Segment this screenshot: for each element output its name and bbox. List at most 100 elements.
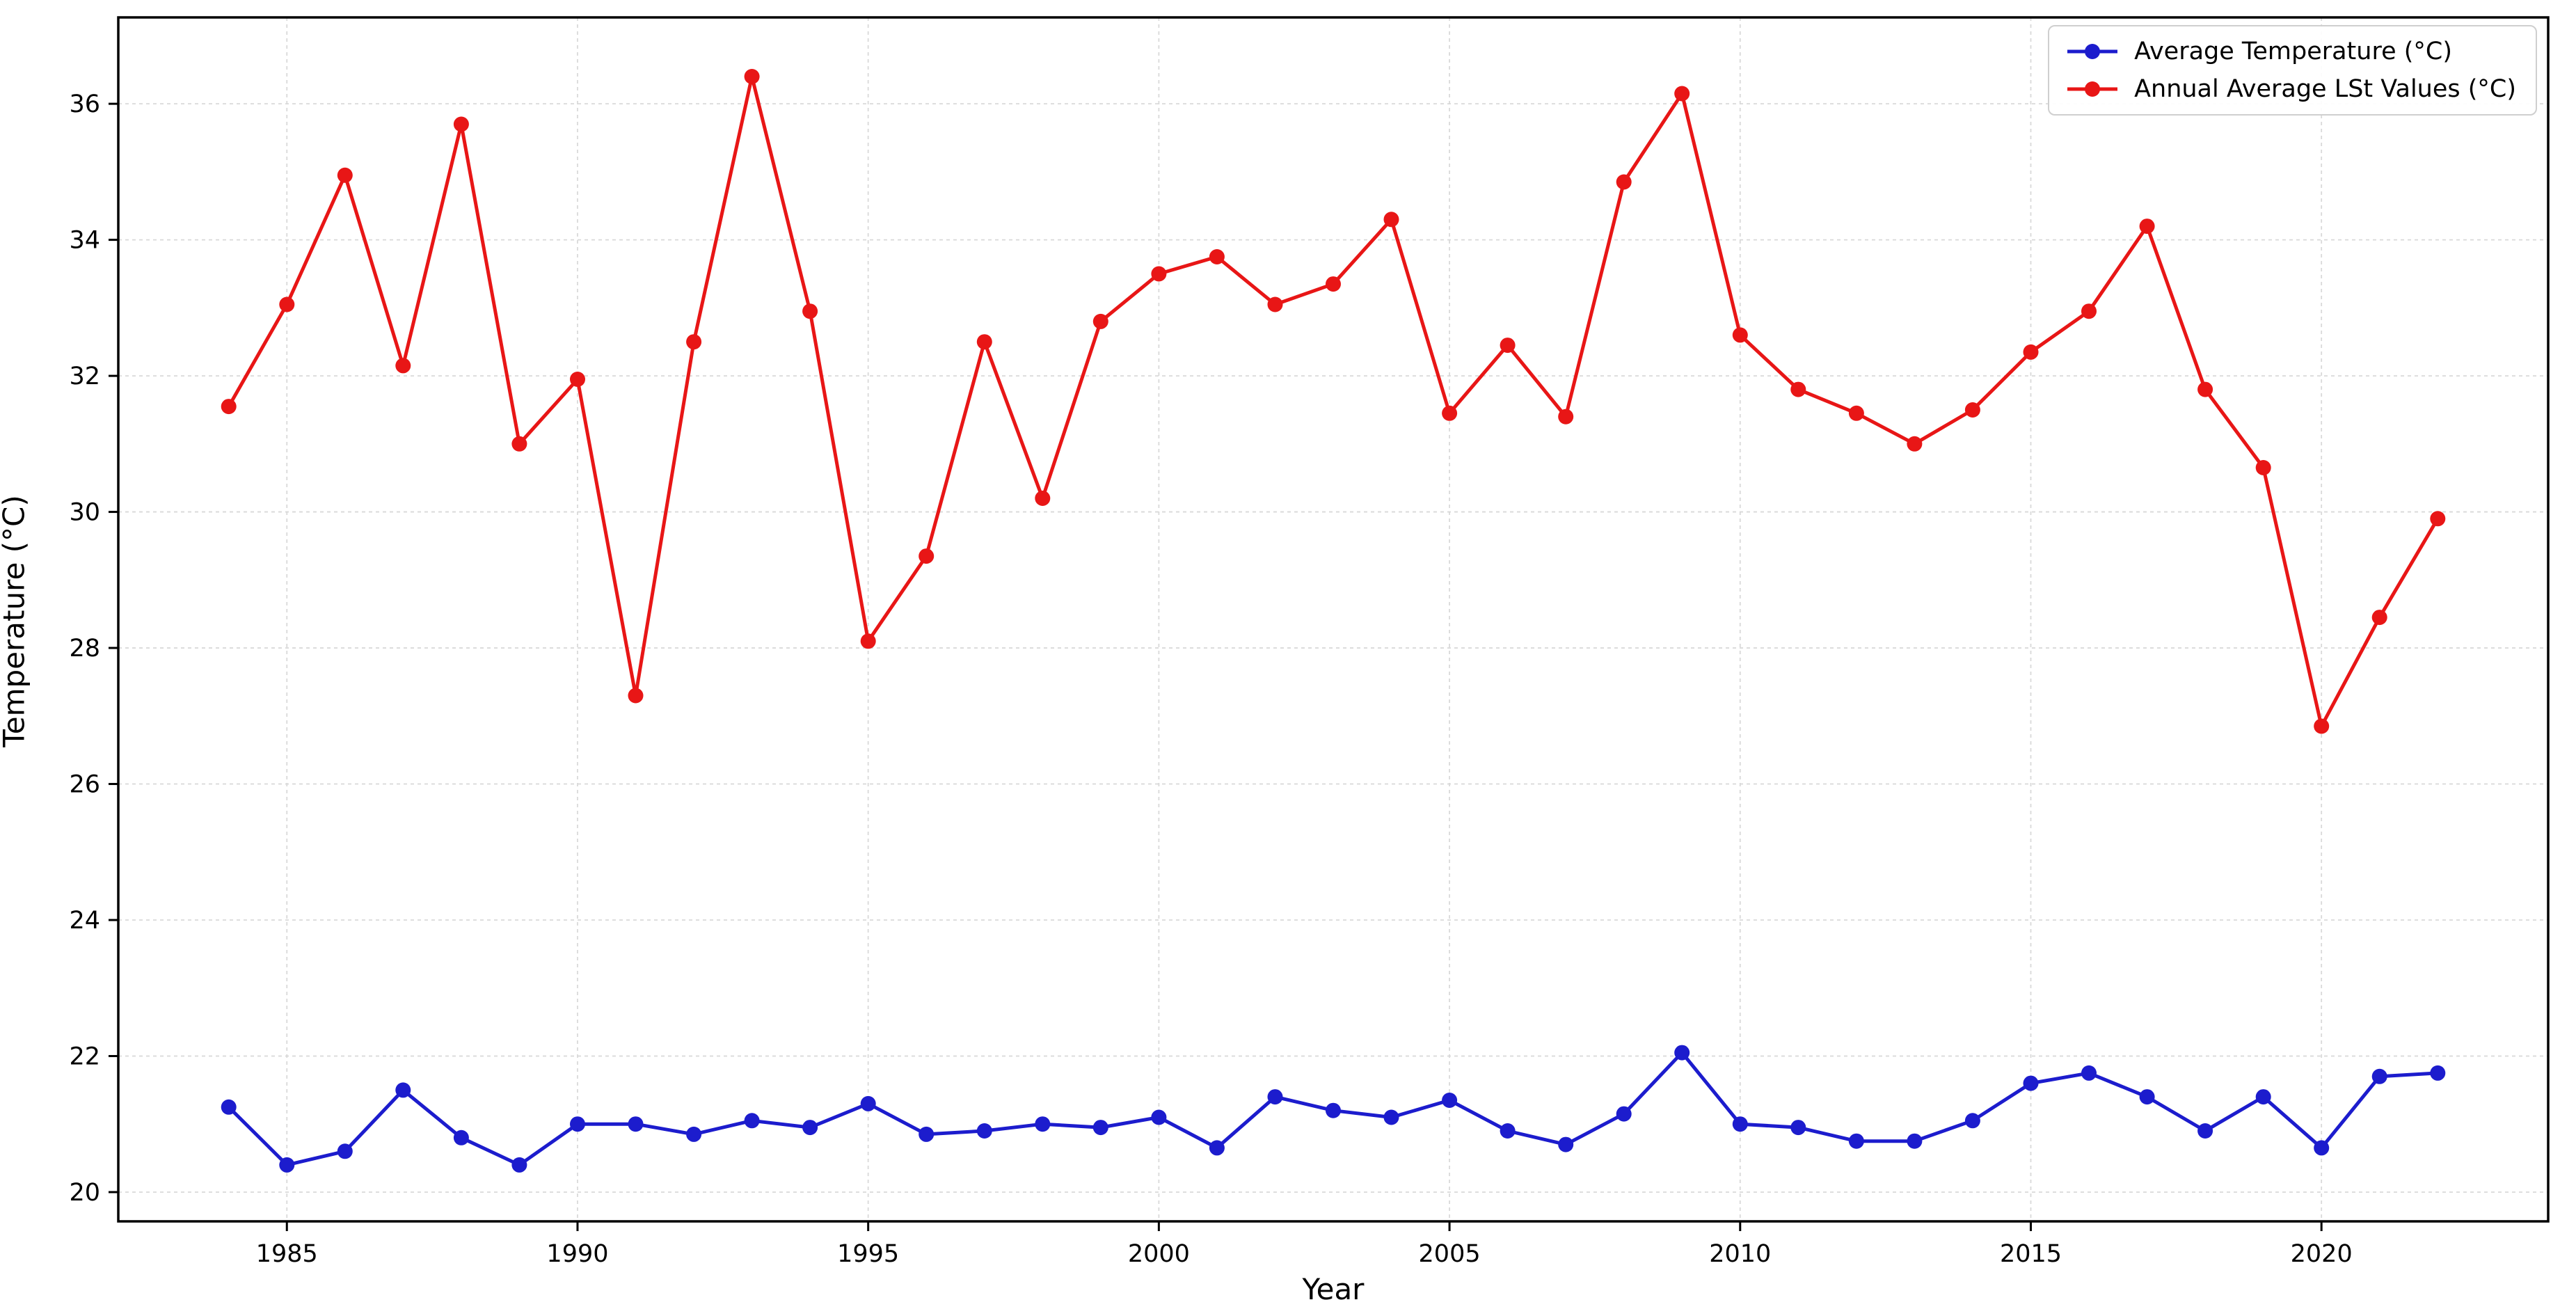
data-point-marker xyxy=(1732,327,1748,343)
y-tick-label: 26 xyxy=(69,771,100,799)
legend-line-marker-icon xyxy=(2067,44,2118,59)
series-line-1 xyxy=(227,74,2440,728)
data-point-marker xyxy=(1848,1133,1864,1149)
data-point-marker xyxy=(1092,1120,1108,1136)
data-point-marker xyxy=(2371,610,2387,626)
data-point-marker xyxy=(1035,491,1051,506)
data-point-marker xyxy=(1383,212,1399,228)
y-tick-label: 30 xyxy=(69,499,100,527)
x-tick-label: 2020 xyxy=(2291,1240,2353,1268)
data-point-marker xyxy=(744,69,760,84)
data-point-marker xyxy=(570,1116,585,1132)
x-tick-label: 2000 xyxy=(1128,1240,1190,1268)
data-point-marker xyxy=(744,1113,760,1129)
legend-entry: Annual Average LSt Values (°C) xyxy=(2065,75,2516,103)
data-point-marker xyxy=(628,688,644,704)
y-tick-label: 22 xyxy=(69,1043,100,1070)
y-tick-label: 24 xyxy=(69,907,100,935)
data-point-marker xyxy=(802,1120,818,1136)
x-tick-label: 1995 xyxy=(837,1240,899,1268)
data-point-marker xyxy=(628,1116,644,1132)
tick-marks xyxy=(109,102,2323,1231)
series-markers-1 xyxy=(221,69,2446,734)
data-point-marker xyxy=(686,334,702,350)
x-tick-label: 1990 xyxy=(546,1240,608,1268)
data-point-marker xyxy=(2139,219,2155,235)
data-point-marker xyxy=(1267,296,1283,312)
data-point-marker xyxy=(2081,303,2097,319)
data-point-marker xyxy=(1674,86,1690,102)
data-point-marker xyxy=(1035,1116,1051,1132)
data-point-marker xyxy=(919,548,935,564)
data-point-marker xyxy=(337,1143,353,1159)
data-point-marker xyxy=(1616,174,1632,190)
data-point-marker xyxy=(1209,249,1225,264)
data-point-marker xyxy=(279,296,295,312)
data-point-marker xyxy=(2081,1065,2097,1081)
data-point-marker xyxy=(1907,1133,1923,1149)
data-point-marker xyxy=(1790,1120,1806,1136)
data-point-marker xyxy=(860,633,876,649)
data-point-marker xyxy=(1442,1093,1458,1108)
data-point-marker xyxy=(2197,1123,2213,1139)
data-point-marker xyxy=(686,1126,702,1142)
data-point-marker xyxy=(1964,1113,1980,1129)
data-point-marker xyxy=(1848,405,1864,421)
data-point-marker xyxy=(1790,381,1806,397)
data-point-marker xyxy=(2023,344,2039,360)
data-point-marker xyxy=(2314,1140,2330,1156)
data-point-marker xyxy=(1151,1109,1167,1125)
data-point-marker xyxy=(395,1082,411,1098)
x-tick-labels: 1985 1990 1995 2000 2005 2010 2015 2020 xyxy=(256,1240,2353,1268)
legend-entry: Average Temperature (°C) xyxy=(2065,38,2516,65)
data-point-marker xyxy=(453,116,469,132)
legend-line-marker-icon xyxy=(2067,81,2118,97)
data-point-marker xyxy=(1964,402,1980,418)
gridlines xyxy=(118,17,2548,1221)
data-point-marker xyxy=(1383,1109,1399,1125)
data-point-marker xyxy=(2314,718,2330,734)
data-point-marker xyxy=(1558,409,1574,425)
data-point-marker xyxy=(1267,1089,1283,1105)
y-tick-label: 32 xyxy=(69,363,100,390)
data-point-marker xyxy=(1500,338,1516,354)
legend: Average Temperature (°C) Annual Average L… xyxy=(2048,25,2537,116)
data-point-marker xyxy=(2139,1089,2155,1105)
legend-label: Annual Average LSt Values (°C) xyxy=(2134,75,2516,103)
data-point-marker xyxy=(2255,460,2271,475)
data-point-marker xyxy=(1674,1045,1690,1061)
data-point-marker xyxy=(1500,1123,1516,1139)
x-tick-label: 2005 xyxy=(1419,1240,1481,1268)
data-point-marker xyxy=(1326,1102,1341,1118)
series-markers-0 xyxy=(221,1045,2446,1173)
data-point-marker xyxy=(453,1129,469,1145)
plot-frame xyxy=(117,16,2550,1223)
x-tick-label: 1985 xyxy=(256,1240,318,1268)
x-axis-label: Year xyxy=(1302,1272,1365,1306)
data-point-marker xyxy=(570,372,585,387)
data-point-marker xyxy=(395,358,411,374)
y-axis-label: Temperature (°C) xyxy=(0,495,31,747)
data-point-marker xyxy=(1732,1116,1748,1132)
data-point-marker xyxy=(2371,1068,2387,1084)
data-point-marker xyxy=(221,399,237,415)
y-tick-label: 28 xyxy=(69,635,100,663)
y-tick-label: 20 xyxy=(69,1179,100,1207)
x-tick-label: 2015 xyxy=(2000,1240,2062,1268)
data-point-marker xyxy=(2430,511,2446,527)
legend-label: Average Temperature (°C) xyxy=(2134,38,2452,65)
y-tick-label: 36 xyxy=(69,90,100,118)
data-point-marker xyxy=(2023,1075,2039,1091)
y-tick-label: 34 xyxy=(69,227,100,255)
x-tick-label: 2010 xyxy=(1709,1240,1771,1268)
data-point-marker xyxy=(1151,266,1167,282)
data-point-marker xyxy=(511,436,527,452)
data-point-marker xyxy=(221,1099,237,1115)
data-point-marker xyxy=(919,1126,935,1142)
data-point-marker xyxy=(802,303,818,319)
data-point-marker xyxy=(1616,1106,1632,1122)
data-point-marker xyxy=(976,334,992,350)
data-point-marker xyxy=(860,1095,876,1111)
